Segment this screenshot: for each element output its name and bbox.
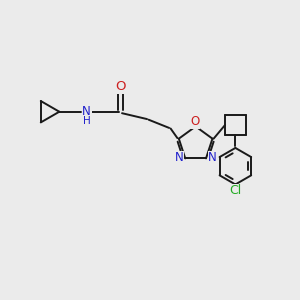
Text: N: N — [174, 151, 183, 164]
Text: N: N — [208, 151, 217, 164]
Text: H: H — [83, 116, 91, 126]
Text: O: O — [190, 115, 200, 128]
Text: Cl: Cl — [229, 184, 242, 197]
Text: N: N — [82, 105, 91, 118]
Text: O: O — [115, 80, 126, 93]
